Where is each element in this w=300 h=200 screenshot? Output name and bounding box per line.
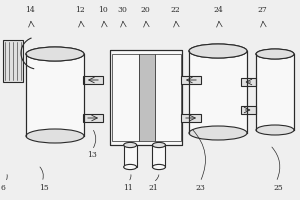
- Bar: [110, 50, 182, 145]
- Ellipse shape: [189, 126, 247, 140]
- Bar: [139, 54, 154, 141]
- Ellipse shape: [256, 49, 294, 59]
- Ellipse shape: [189, 44, 247, 58]
- Bar: [26, 54, 84, 136]
- Text: 13: 13: [87, 151, 97, 159]
- Text: 20: 20: [140, 6, 150, 14]
- Bar: [181, 76, 201, 84]
- Text: 27: 27: [257, 6, 267, 14]
- Ellipse shape: [124, 142, 137, 148]
- Bar: [83, 76, 103, 84]
- Bar: [112, 54, 140, 141]
- Bar: [152, 145, 166, 167]
- Bar: [110, 50, 182, 145]
- Text: 11: 11: [123, 184, 133, 192]
- Text: 23: 23: [195, 184, 205, 192]
- Text: 24: 24: [213, 6, 223, 14]
- Ellipse shape: [26, 129, 84, 143]
- Bar: [124, 145, 137, 167]
- Text: 10: 10: [98, 6, 108, 14]
- Ellipse shape: [26, 47, 84, 61]
- Text: 6: 6: [1, 184, 5, 192]
- Text: 22: 22: [170, 6, 180, 14]
- Ellipse shape: [189, 44, 247, 58]
- Bar: [241, 106, 256, 114]
- Bar: [83, 114, 103, 122]
- Bar: [241, 78, 256, 86]
- Ellipse shape: [152, 142, 166, 148]
- Bar: [3, 40, 23, 82]
- Text: 15: 15: [39, 184, 49, 192]
- Bar: [189, 51, 247, 133]
- Text: 12: 12: [75, 6, 85, 14]
- Ellipse shape: [26, 47, 84, 61]
- Ellipse shape: [152, 164, 166, 170]
- Text: 30: 30: [117, 6, 127, 14]
- Text: 21: 21: [148, 184, 158, 192]
- Bar: [256, 54, 294, 130]
- Ellipse shape: [124, 164, 137, 170]
- Ellipse shape: [256, 125, 294, 135]
- Bar: [181, 114, 201, 122]
- Text: 25: 25: [273, 184, 283, 192]
- Bar: [154, 54, 181, 141]
- Ellipse shape: [256, 49, 294, 59]
- Text: 14: 14: [25, 6, 35, 14]
